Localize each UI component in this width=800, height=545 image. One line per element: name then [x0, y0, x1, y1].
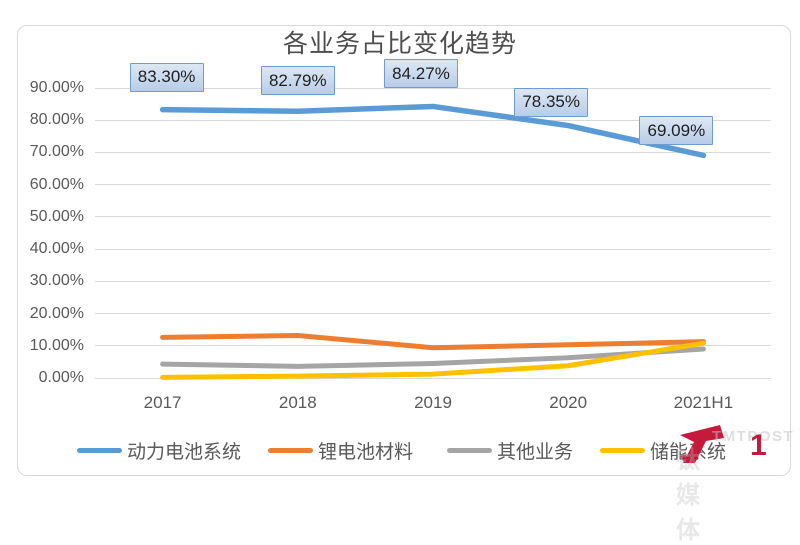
- gridline: [95, 184, 771, 186]
- legend-line-swatch: [268, 447, 313, 453]
- x-axis-tick-label: 2017: [143, 393, 182, 412]
- data-label: 78.35%: [514, 87, 589, 117]
- legend-label: 其他业务: [497, 441, 574, 463]
- legend-label: 锂电池材料: [318, 441, 414, 463]
- x-axis-tick-label: 2018: [278, 393, 317, 412]
- y-axis-tick-label: 80.00%: [29, 111, 84, 129]
- data-label: 69.09%: [639, 116, 714, 146]
- gridline: [95, 280, 771, 282]
- legend-label: 储能系统: [650, 441, 727, 463]
- y-axis-tick-label: 40.00%: [29, 240, 84, 258]
- gridline: [95, 345, 771, 347]
- y-axis-tick-label: 20.00%: [29, 304, 84, 322]
- y-axis-tick-label: 60.00%: [29, 175, 84, 193]
- y-axis-tick-label: 50.00%: [29, 207, 84, 225]
- legend-item-0: 动力电池系统: [77, 441, 241, 463]
- data-label: 83.30%: [129, 62, 204, 92]
- gridline: [95, 377, 771, 379]
- data-label: 84.27%: [384, 59, 458, 89]
- chart-title: 各业务占比变化趋势: [282, 30, 517, 58]
- y-axis-tick-label: 70.00%: [29, 143, 84, 161]
- gridline: [95, 151, 771, 153]
- x-axis-tick-label: 2020: [549, 393, 588, 412]
- gridline: [95, 313, 771, 315]
- legend-line-swatch: [77, 447, 122, 453]
- chart-frame: [17, 25, 791, 476]
- y-axis-tick-label: 0.00%: [38, 369, 84, 386]
- legend-item-2: 其他业务: [447, 441, 573, 463]
- chart-image: { "chart_data": { "type": "line", "title…: [17, 25, 793, 544]
- y-axis-tick-label: 90.00%: [29, 79, 84, 96]
- x-axis-tick-label: 2019: [414, 393, 452, 412]
- gridline: [95, 248, 771, 250]
- legend-line-swatch: [600, 447, 645, 453]
- y-axis-tick-label: 30.00%: [29, 272, 84, 290]
- x-axis-tick-label: 2021H1: [673, 393, 734, 412]
- legend-item-3: 储能系统: [600, 441, 726, 463]
- legend-label: 动力电池系统: [127, 441, 242, 463]
- data-label: 82.79%: [260, 66, 335, 96]
- legend-line-swatch: [447, 447, 492, 453]
- y-axis-tick-label: 10.00%: [29, 336, 84, 354]
- gridline: [95, 216, 771, 218]
- legend-item-1: 锂电池材料: [268, 441, 413, 463]
